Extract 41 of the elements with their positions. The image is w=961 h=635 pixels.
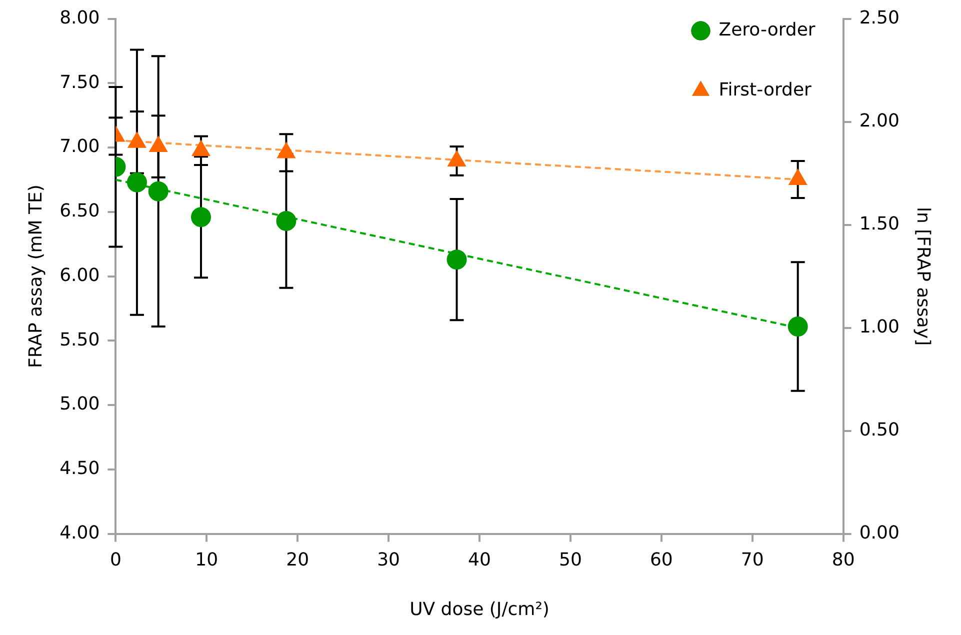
legend-label: Zero-order [718,19,816,40]
y2-tick-label: 2.50 [859,7,900,28]
y2-tick-label: 1.50 [859,213,900,234]
y-tick-label: 7.50 [60,72,100,93]
y2-tick-label: 2.00 [859,110,900,132]
y2-axis-title: ln [FRAP assay] [912,206,934,346]
y-tick-label: 6.50 [60,200,100,222]
point [446,250,467,270]
point [448,150,466,166]
y-tick-label: 8.00 [60,7,100,28]
point [788,316,808,337]
y-tick-label: 6.00 [60,264,100,286]
y-axis-title: FRAP assay (mM TE) [25,184,46,368]
point [150,136,168,152]
x-tick-label: 50 [559,549,582,570]
point [276,210,296,231]
x-tick-label: 20 [286,549,310,570]
y-tick-label: 7.00 [60,136,100,158]
y2-tick-label: 0.00 [859,522,900,544]
x-tick-label: 0 [110,549,122,570]
x-tick-label: 60 [650,549,673,570]
point [789,169,807,185]
y-tick-label: 5.00 [60,394,100,415]
legend-label: First-order [718,79,812,100]
y2-tick-label: 0.50 [859,419,900,440]
x-tick-label: 70 [740,549,764,570]
y-tick-label: 5.50 [60,329,100,350]
point [126,172,147,192]
y-tick-label: 4.50 [60,458,100,480]
x-tick-label: 80 [832,549,855,570]
x-tick-label: 40 [468,549,491,570]
x-axis-title: UV dose (J/cm²) [410,598,550,620]
point [148,181,168,202]
point [192,140,210,156]
point [128,132,146,148]
x-tick-label: 30 [377,549,400,570]
point [277,142,296,158]
x-tick-label: 10 [195,549,218,570]
y2-tick-label: 1.00 [859,316,900,338]
y-tick-label: 4.00 [60,522,100,544]
point [190,207,211,228]
